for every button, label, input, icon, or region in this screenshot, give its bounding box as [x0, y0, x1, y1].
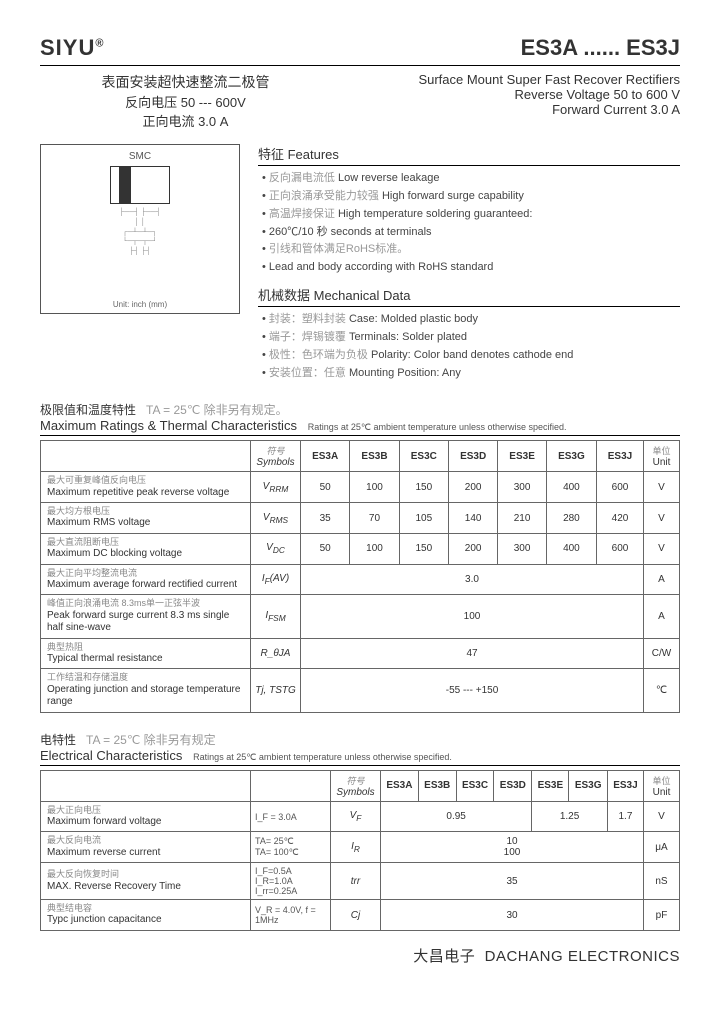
feature-item: 反向漏电流低 Low reverse leakage	[262, 171, 680, 186]
mechdata-title: 机械数据 Mechanical Data	[258, 285, 680, 307]
mechdata-list: 封装：塑料封装 Case: Molded plastic body 端子：焊锡镀覆…	[258, 312, 680, 380]
table-row: 最大均方根电压Maximum RMS voltageVRMS3570105140…	[41, 503, 680, 534]
elec-section: 电特性 TA = 25℃ 除非另有规定 Electrical Character…	[40, 731, 680, 931]
table-row: 典型结电容Typc junction capacitanceV_R = 4.0V…	[41, 900, 680, 931]
elec-heading-en: Electrical Characteristics Ratings at 25…	[40, 748, 680, 766]
company-en: DACHANG ELECTRONICS	[485, 948, 680, 965]
feature-item: 引线和管体满足RoHS标准。	[262, 242, 680, 257]
table-row: 典型热阻Typical thermal resistanceR_θJA47C/W	[41, 638, 680, 669]
part-col: ES3E	[532, 770, 569, 801]
ratings-section: 极限值和温度特性 TA = 25℃ 除非另有规定。 Maximum Rating…	[40, 401, 680, 712]
package-diagram: SMC ├──┤ ├──┤│ │┌─┴─┴─┐└─┬─┬─┘├┤ ├┤ Unit…	[40, 144, 240, 314]
part-col: ES3A	[301, 441, 350, 472]
features-title: 特征 Features	[258, 144, 680, 166]
package-name: SMC	[47, 151, 233, 162]
feature-item: 高温焊接保证 High temperature soldering guaran…	[262, 207, 680, 222]
product-title-cn: 表面安装超快速整流二极管	[40, 72, 331, 92]
table-row: 最大可重复峰值反向电压Maximum repetitive peak rever…	[41, 472, 680, 503]
mechdata-item: 端子：焊锡镀覆 Terminals: Solder plated	[262, 330, 680, 345]
part-col: ES3C	[456, 770, 494, 801]
elec-heading-cn: 电特性 TA = 25℃ 除非另有规定	[40, 731, 680, 748]
top-content: SMC ├──┤ ├──┤│ │┌─┴─┴─┐└─┬─┬─┘├┤ ├┤ Unit…	[40, 144, 680, 383]
table-row: 最大正向平均整流电流Maximum average forward rectif…	[41, 564, 680, 595]
part-col: ES3G	[569, 770, 607, 801]
part-number-range: ES3A ...... ES3J	[521, 35, 680, 61]
part-col: ES3J	[596, 441, 643, 472]
part-col: ES3B	[418, 770, 456, 801]
reverse-voltage-en: Reverse Voltage 50 to 600 V	[331, 87, 680, 102]
table-row: 峰值正向浪涌电流 8.3ms单一正弦半波Peak forward surge c…	[41, 595, 680, 638]
mechdata-item: 安装位置：任意 Mounting Position: Any	[262, 366, 680, 381]
part-col: ES3E	[498, 441, 547, 472]
reverse-voltage-cn: 反向电压 50 --- 600V	[40, 92, 331, 111]
part-col: ES3J	[607, 770, 643, 801]
table-row: 最大反向恢复时间MAX. Reverse Recovery TimeI_F=0.…	[41, 863, 680, 900]
part-col: ES3D	[448, 441, 497, 472]
ratings-heading-cn: 极限值和温度特性 TA = 25℃ 除非另有规定。	[40, 401, 680, 418]
subheader: 表面安装超快速整流二极管 反向电压 50 --- 600V 正向电流 3.0 A…	[40, 72, 680, 130]
forward-current-en: Forward Current 3.0 A	[331, 102, 680, 117]
product-title-en: Surface Mount Super Fast Recover Rectifi…	[331, 72, 680, 87]
table-row: 工作结温和存储温度Operating junction and storage …	[41, 669, 680, 712]
table-row: 最大直流阻断电压Maximum DC blocking voltageVDC50…	[41, 533, 680, 564]
part-col: ES3B	[350, 441, 399, 472]
chip-outline	[110, 166, 170, 204]
table-row: 最大正向电压Maximum forward voltageI_F = 3.0AV…	[41, 801, 680, 832]
feature-item: Lead and body according with RoHS standa…	[262, 260, 680, 275]
feature-item: 正向浪涌承受能力较强 High forward surge capability	[262, 189, 680, 204]
ratings-table: 符号SymbolsES3AES3BES3CES3DES3EES3GES3J单位U…	[40, 440, 680, 712]
feature-item: 260℃/10 秒 seconds at terminals	[262, 225, 680, 240]
mechdata-item: 封装：塑料封装 Case: Molded plastic body	[262, 312, 680, 327]
datasheet-page: SIYU® ES3A ...... ES3J 表面安装超快速整流二极管 反向电压…	[0, 0, 720, 1012]
features-column: 特征 Features 反向漏电流低 Low reverse leakage 正向…	[258, 144, 680, 383]
table-row: 最大反向电流Maximum reverse currentTA= 25℃TA= …	[41, 832, 680, 863]
dimension-markers: ├──┤ ├──┤│ │┌─┴─┴─┐└─┬─┬─┘├┤ ├┤	[47, 208, 233, 257]
features-list: 反向漏电流低 Low reverse leakage 正向浪涌承受能力较强 Hig…	[258, 171, 680, 275]
unit-note: Unit: inch (mm)	[41, 300, 239, 309]
company-cn: 大昌电子	[413, 948, 475, 965]
footer: 大昌电子 DACHANG ELECTRONICS	[40, 945, 680, 966]
mechdata-item: 极性：色环端为负极 Polarity: Color band denotes c…	[262, 348, 680, 363]
part-col: ES3G	[546, 441, 596, 472]
brand-logo: SIYU®	[40, 35, 104, 61]
part-col: ES3D	[494, 770, 532, 801]
subheader-en: Surface Mount Super Fast Recover Rectifi…	[331, 72, 680, 130]
page-header: SIYU® ES3A ...... ES3J	[40, 35, 680, 66]
forward-current-cn: 正向电流 3.0 A	[40, 111, 331, 130]
brand-text: SIYU	[40, 35, 95, 60]
ratings-heading-en: Maximum Ratings & Thermal Characteristic…	[40, 418, 680, 436]
elec-table: 符号SymbolsES3AES3BES3CES3DES3EES3GES3J单位U…	[40, 770, 680, 931]
part-col: ES3C	[399, 441, 448, 472]
part-col: ES3A	[381, 770, 419, 801]
subheader-cn: 表面安装超快速整流二极管 反向电压 50 --- 600V 正向电流 3.0 A	[40, 72, 331, 130]
